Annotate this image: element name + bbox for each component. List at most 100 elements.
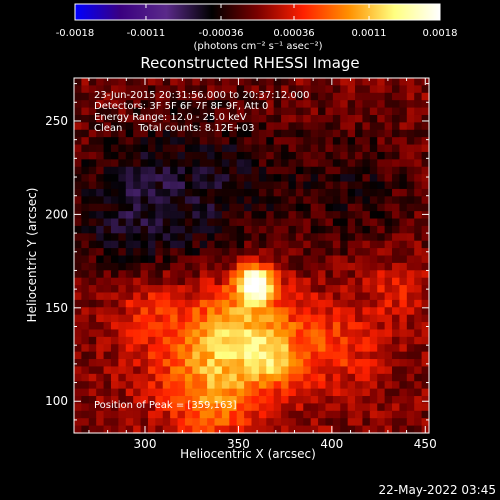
heatmap-cell — [147, 144, 156, 153]
observation-annotations: 23-Jun-2015 20:31:56.000 to 20:37:12.000… — [94, 90, 310, 411]
heatmap-cell — [147, 351, 156, 360]
x-tick-label: 300 — [134, 437, 157, 451]
heatmap-cell — [362, 114, 371, 123]
heatmap-cell — [414, 159, 423, 168]
heatmap-cell — [414, 403, 423, 412]
heatmap-cell — [258, 262, 267, 271]
heatmap-cell — [103, 151, 112, 160]
heatmap-cell — [266, 255, 275, 264]
heatmap-cell — [170, 107, 179, 116]
heatmap-cell — [325, 314, 334, 323]
heatmap-cell — [303, 151, 312, 160]
heatmap-cell — [288, 314, 297, 323]
heatmap-cell — [347, 137, 356, 146]
heatmap-cell — [81, 351, 90, 360]
x-axis-ticks: 300 350 400 450 — [88, 78, 437, 451]
heatmap-cell — [295, 403, 304, 412]
heatmap-cell — [81, 381, 90, 390]
heatmap-cell — [184, 396, 193, 405]
heatmap-cell — [229, 359, 238, 368]
heatmap-cell — [177, 292, 186, 301]
heatmap-cell — [214, 129, 223, 138]
heatmap-cell — [236, 344, 245, 353]
heatmap-cell — [421, 351, 430, 360]
heatmap-cell — [414, 233, 423, 242]
heatmap-cell — [406, 218, 415, 227]
heatmap-cell — [244, 174, 253, 183]
heatmap-cell — [236, 196, 245, 205]
heatmap-cell — [236, 314, 245, 323]
heatmap-cell — [406, 344, 415, 353]
heatmap-cell — [244, 233, 253, 242]
heatmap-cell — [96, 137, 105, 146]
heatmap-cell — [184, 151, 193, 160]
heatmap-cell — [177, 359, 186, 368]
heatmap-cell — [162, 359, 171, 368]
heatmap-cell — [288, 381, 297, 390]
heatmap-cell — [155, 144, 164, 153]
heatmap-cell — [414, 351, 423, 360]
heatmap-cell — [207, 240, 216, 249]
heatmap-cell — [414, 292, 423, 301]
heatmap-cell — [384, 322, 393, 331]
heatmap-cell — [340, 418, 349, 427]
heatmap-cell — [377, 100, 386, 109]
heatmap-cell — [192, 240, 201, 249]
heatmap-cell — [414, 240, 423, 249]
heatmap-cell — [295, 262, 304, 271]
heatmap-cell — [251, 307, 260, 316]
heatmap-cell — [340, 262, 349, 271]
heatmap-cell — [244, 410, 253, 419]
heatmap-cell — [406, 336, 415, 345]
heatmap-cell — [170, 218, 179, 227]
heatmap-cell — [266, 307, 275, 316]
heatmap-cell — [192, 292, 201, 301]
heatmap-cell — [140, 218, 149, 227]
heatmap-cell — [244, 314, 253, 323]
heatmap-cell — [251, 388, 260, 397]
heatmap-cell — [155, 85, 164, 94]
heatmap-cell — [199, 218, 208, 227]
heatmap-cell — [384, 100, 393, 109]
heatmap-cell — [74, 218, 82, 227]
heatmap-cell — [88, 255, 97, 264]
heatmap-cell — [399, 129, 408, 138]
heatmap-cell — [81, 233, 90, 242]
heatmap-cell — [96, 329, 105, 338]
heatmap-cell — [392, 307, 401, 316]
heatmap-cell — [221, 322, 230, 331]
heatmap-cell — [177, 418, 186, 427]
heatmap-cell — [295, 225, 304, 234]
heatmap-cell — [347, 203, 356, 212]
heatmap-cell — [177, 248, 186, 257]
heatmap-cell — [355, 314, 364, 323]
heatmap-cell — [192, 396, 201, 405]
heatmap-cell — [81, 255, 90, 264]
heatmap-cell — [273, 344, 282, 353]
heatmap-cell — [96, 225, 105, 234]
heatmap-cell — [347, 151, 356, 160]
heatmap-cell — [236, 255, 245, 264]
heatmap-cell — [103, 410, 112, 419]
heatmap-cell — [362, 203, 371, 212]
heatmap-cell — [406, 359, 415, 368]
heatmap-cell — [162, 299, 171, 308]
y-tick-label: 100 — [45, 394, 68, 408]
heatmap-cell — [332, 181, 341, 190]
heatmap-cell — [221, 166, 230, 175]
heatmap-cell — [147, 425, 156, 434]
heatmap-cell — [244, 292, 253, 301]
heatmap-cell — [421, 344, 430, 353]
heatmap-cell — [318, 270, 327, 279]
heatmap-cell — [110, 114, 119, 123]
heatmap-cell — [340, 336, 349, 345]
heatmap-cell — [207, 359, 216, 368]
heatmap-cell — [118, 248, 127, 257]
heatmap-cell — [207, 322, 216, 331]
heatmap-cell — [229, 336, 238, 345]
heatmap-cell — [258, 418, 267, 427]
heatmap-cell — [170, 425, 179, 434]
heatmap-cell — [110, 410, 119, 419]
heatmap-cell — [399, 114, 408, 123]
heatmap-cell — [399, 425, 408, 434]
